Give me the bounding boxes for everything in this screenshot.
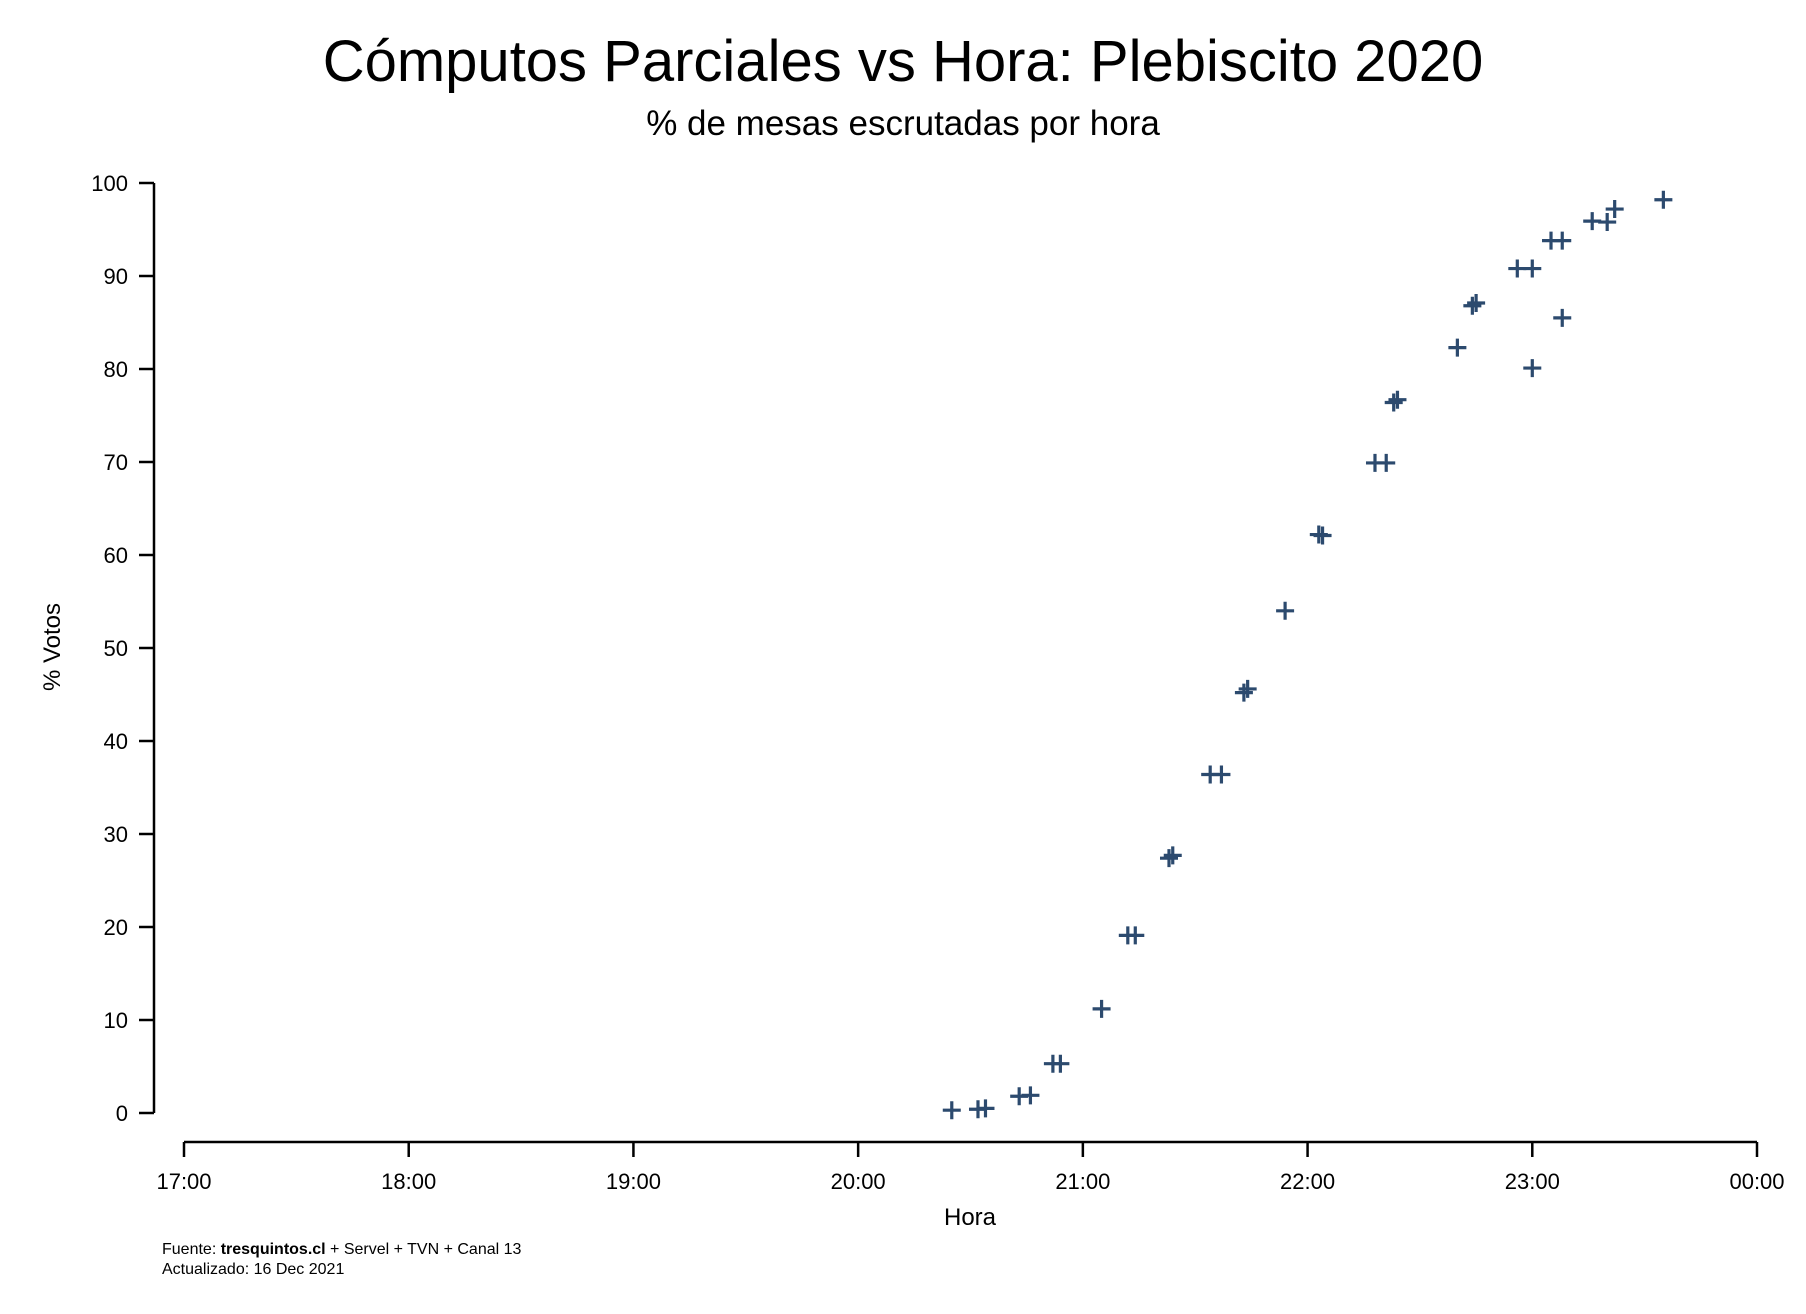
y-axis-label: % Votos (39, 603, 66, 691)
chart-subtitle: % de mesas escrutadas por hora (646, 104, 1160, 143)
source-prefix: Fuente: (162, 1241, 221, 1258)
y-tick-label: 80 (104, 357, 128, 382)
data-point (1448, 338, 1467, 357)
data-point (1276, 601, 1295, 620)
data-point (1021, 1086, 1040, 1105)
y-tick-label: 90 (104, 264, 128, 289)
source-rest: + Servel + TVN + Canal 13 (325, 1241, 522, 1258)
x-tick-label: 21:00 (1055, 1169, 1110, 1194)
data-point (1598, 213, 1617, 232)
x-axis: 17:00 18:00 19:00 20:00 21:00 22:00 23:00 00:00 (156, 1140, 1785, 1194)
data-point (1238, 679, 1257, 698)
data-point (1523, 259, 1542, 278)
x-tick-label: 17:00 (156, 1169, 211, 1194)
data-point (1163, 846, 1182, 865)
data-point (976, 1099, 995, 1118)
x-tick-label: 00:00 (1729, 1169, 1784, 1194)
y-tick-label: 30 (104, 822, 128, 847)
data-point (1160, 849, 1178, 868)
data-point (1654, 190, 1673, 209)
data-point (1463, 296, 1482, 315)
y-tick-label: 10 (104, 1008, 128, 1033)
data-point (1092, 999, 1111, 1018)
source-line: Fuente: tresquintos.cl + Servel + TVN + … (162, 1240, 521, 1260)
y-tick-label: 0 (116, 1101, 128, 1126)
data-points (942, 190, 1673, 1120)
updated-date: Actualizado: 16 Dec 2021 (162, 1261, 345, 1278)
y-tick-label: 100 (91, 171, 128, 196)
y-tick-label: 20 (104, 915, 128, 940)
chart-title: Cómputos Parciales vs Hora: Plebiscito 2… (322, 29, 1484, 94)
data-point (1553, 308, 1572, 327)
data-point (1212, 765, 1231, 784)
y-tick-label: 40 (104, 729, 128, 754)
y-tick-label: 50 (104, 636, 128, 661)
data-point (1553, 231, 1572, 250)
source-site: tresquintos.cl (220, 1241, 326, 1258)
data-point (1313, 526, 1332, 545)
data-point (1384, 393, 1403, 412)
data-point (1051, 1054, 1070, 1073)
x-tick-label: 23:00 (1505, 1169, 1560, 1194)
data-point (1234, 683, 1253, 702)
y-tick-label: 60 (104, 543, 128, 568)
y-tick-label: 70 (104, 450, 128, 475)
data-point (1523, 359, 1542, 378)
y-axis: 0 10 20 30 40 50 60 70 80 90 100 (91, 171, 156, 1126)
data-point (1388, 390, 1407, 409)
data-point (1467, 293, 1486, 312)
x-tick-label: 18:00 (381, 1169, 436, 1194)
data-point (1126, 926, 1145, 945)
data-point (942, 1101, 961, 1120)
source-footer: Fuente: tresquintos.cl + Servel + TVN + … (162, 1240, 521, 1280)
x-axis-label: Hora (944, 1204, 997, 1231)
x-tick-label: 22:00 (1280, 1169, 1335, 1194)
x-tick-label: 19:00 (606, 1169, 661, 1194)
data-point (1377, 453, 1396, 472)
x-tick-label: 20:00 (831, 1169, 886, 1194)
data-point (1605, 200, 1624, 219)
